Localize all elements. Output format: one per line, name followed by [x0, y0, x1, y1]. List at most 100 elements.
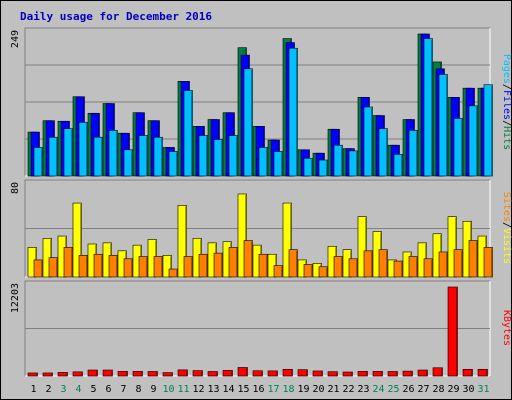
- x-tick-label: 16: [252, 384, 264, 395]
- y-max-label: 12203: [10, 283, 21, 313]
- bar-pages-day-20: [318, 159, 328, 177]
- bar-sites-day-undefined: [78, 255, 88, 278]
- bar-sites-day-undefined: [213, 252, 223, 278]
- bar-pages-day-22: [348, 150, 358, 177]
- x-tick-label: 17: [267, 384, 279, 395]
- bar-pages-day-12: [198, 135, 208, 177]
- x-tick-label: 6: [105, 384, 111, 395]
- bar-pages-day-23: [363, 106, 373, 177]
- x-tick-label: 18: [282, 384, 294, 395]
- chart-title: Daily usage for December 2016: [20, 10, 212, 23]
- legend-entry: /: [501, 120, 512, 126]
- bar-sites-day-undefined: [63, 247, 73, 278]
- y-max-label: 80: [10, 182, 21, 194]
- bar-sites-day-undefined: [33, 259, 43, 278]
- legend-entry: Visits: [501, 228, 512, 264]
- x-tick-label: 28: [432, 384, 444, 395]
- legend-entry: KBytes: [501, 310, 512, 346]
- legend-entry: Files: [501, 90, 512, 120]
- bar-pages-day-30: [468, 105, 478, 177]
- bar-kbytes-day-undefined: [267, 370, 278, 377]
- x-tick-label: 13: [207, 384, 219, 395]
- x-tick-label: 30: [462, 384, 474, 395]
- bar-sites-day-undefined: [378, 249, 388, 278]
- x-tick-label: 10: [162, 384, 174, 395]
- bar-sites-day-undefined: [333, 256, 343, 278]
- bar-kbytes-day-undefined: [177, 369, 188, 377]
- x-tick-label: 31: [477, 384, 489, 395]
- x-tick-label: 14: [222, 384, 234, 395]
- bar-sites-day-undefined: [273, 265, 283, 278]
- bar-kbytes-day-undefined: [447, 286, 458, 377]
- bar-kbytes-day-undefined: [357, 371, 368, 377]
- x-tick-label: 7: [120, 384, 126, 395]
- bar-kbytes-day-undefined: [342, 371, 353, 377]
- legend-entry: Pages: [501, 54, 512, 84]
- bar-pages-day-3: [63, 128, 73, 177]
- x-tick-label: 15: [237, 384, 249, 395]
- bar-pages-day-8: [138, 135, 148, 177]
- bar-pages-day-7: [123, 149, 133, 177]
- bar-kbytes-day-undefined: [57, 372, 68, 377]
- x-tick-label: 1: [30, 384, 36, 395]
- bar-pages-day-10: [168, 151, 178, 177]
- bar-kbytes-day-undefined: [417, 369, 428, 377]
- bar-kbytes-day-undefined: [282, 368, 293, 377]
- bar-sites-day-undefined: [228, 247, 238, 278]
- x-tick-label: 4: [75, 384, 81, 395]
- bar-pages-day-26: [408, 130, 418, 177]
- x-tick-label: 5: [90, 384, 96, 395]
- bar-sites-day-undefined: [48, 257, 58, 278]
- bar-kbytes-day-undefined: [132, 371, 143, 377]
- bar-pages-day-6: [108, 130, 118, 177]
- bar-kbytes-day-undefined: [207, 371, 218, 377]
- bar-pages-day-14: [228, 135, 238, 177]
- x-tick-label: 23: [357, 384, 369, 395]
- bar-pages-day-9: [153, 136, 163, 177]
- x-tick-label: 2: [45, 384, 51, 395]
- bar-kbytes-day-undefined: [222, 370, 233, 377]
- bar-pages-day-16: [258, 147, 268, 177]
- bar-kbytes-day-undefined: [327, 371, 338, 377]
- bar-sites-day-undefined: [453, 249, 463, 278]
- legend-entry: Hits: [501, 126, 512, 150]
- bar-sites-day-undefined: [318, 266, 328, 278]
- bar-pages-day-15: [243, 68, 253, 177]
- bar-kbytes-day-undefined: [87, 369, 98, 377]
- bar-pages-day-27: [423, 38, 433, 177]
- bar-sites-day-undefined: [393, 260, 403, 278]
- bar-kbytes-day-undefined: [42, 372, 53, 377]
- bar-sites-day-undefined: [363, 250, 373, 278]
- bar-sites-day-undefined: [198, 253, 208, 278]
- x-tick-label: 3: [60, 384, 66, 395]
- bar-sites-day-undefined: [243, 240, 253, 278]
- x-tick-label: 12: [192, 384, 204, 395]
- bar-sites-day-undefined: [468, 240, 478, 278]
- bar-pages-day-5: [93, 136, 103, 177]
- x-tick-label: 21: [327, 384, 339, 395]
- bar-pages-day-1: [33, 147, 43, 177]
- bar-pages-day-24: [378, 128, 388, 177]
- x-tick-label: 25: [387, 384, 399, 395]
- bar-kbytes-day-undefined: [312, 370, 323, 377]
- bar-pages-day-19: [303, 158, 313, 177]
- x-tick-label: 20: [312, 384, 324, 395]
- legend-entry: /: [501, 84, 512, 90]
- bar-sites-day-undefined: [153, 256, 163, 278]
- bar-pages-day-4: [78, 122, 88, 177]
- x-tick-label: 11: [177, 384, 189, 395]
- bar-kbytes-day-undefined: [477, 368, 488, 377]
- bar-sites-day-undefined: [408, 256, 418, 278]
- bar-kbytes-day-undefined: [192, 370, 203, 377]
- bar-kbytes-day-undefined: [72, 371, 83, 377]
- y-max-label: 249: [10, 30, 21, 48]
- bar-kbytes-day-undefined: [162, 372, 173, 377]
- bar-kbytes-day-undefined: [402, 370, 413, 377]
- bar-sites-day-undefined: [423, 258, 433, 278]
- legend-entry: /: [501, 222, 512, 228]
- bar-kbytes-day-undefined: [147, 371, 158, 377]
- bar-kbytes-day-undefined: [372, 371, 383, 377]
- x-tick-label: 26: [402, 384, 414, 395]
